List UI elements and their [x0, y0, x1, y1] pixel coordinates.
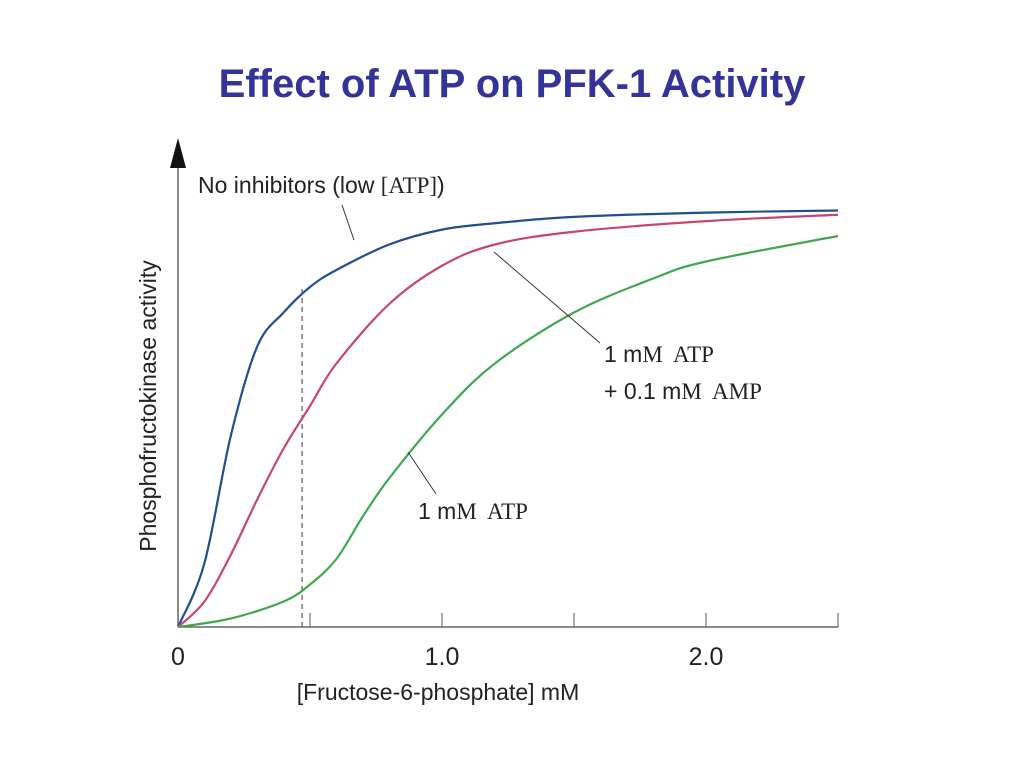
curve-no-inhibitors [176, 209, 839, 628]
annotation-leader [493, 251, 601, 344]
label-atp-amp-line2: + 0.1 mM AMP [604, 378, 762, 404]
x-tick-label: 1.0 [425, 643, 460, 671]
curve-atp [177, 234, 839, 629]
y-axis-arrow-icon [170, 138, 186, 168]
curves [176, 209, 839, 629]
slide-title: Effect of ATP on PFK-1 Activity [218, 62, 806, 106]
annotations: No inhibitors (low [ATP]) 1 mM ATP + 0.1 m… [198, 172, 762, 524]
annotation-leader [341, 204, 355, 241]
axes: 0 1.0 2.0 [Fructose-6-phosphate] mM Phosphof… [135, 138, 839, 705]
x-axis-title: [Fructose-6-phosphate] mM [297, 679, 580, 705]
label-no-inhibitors: No inhibitors (low [ATP]) [198, 172, 445, 198]
curve-atp-amp [177, 213, 839, 628]
x-tick-label: 2.0 [689, 643, 724, 671]
x-tick-label: 0 [171, 643, 185, 671]
label-atp: 1 mM ATP [418, 498, 528, 524]
y-axis-title: Phosphofructokinase activity [135, 260, 161, 552]
label-atp-amp-line1: 1 mM ATP [604, 341, 714, 367]
annotation-leader [407, 451, 437, 495]
